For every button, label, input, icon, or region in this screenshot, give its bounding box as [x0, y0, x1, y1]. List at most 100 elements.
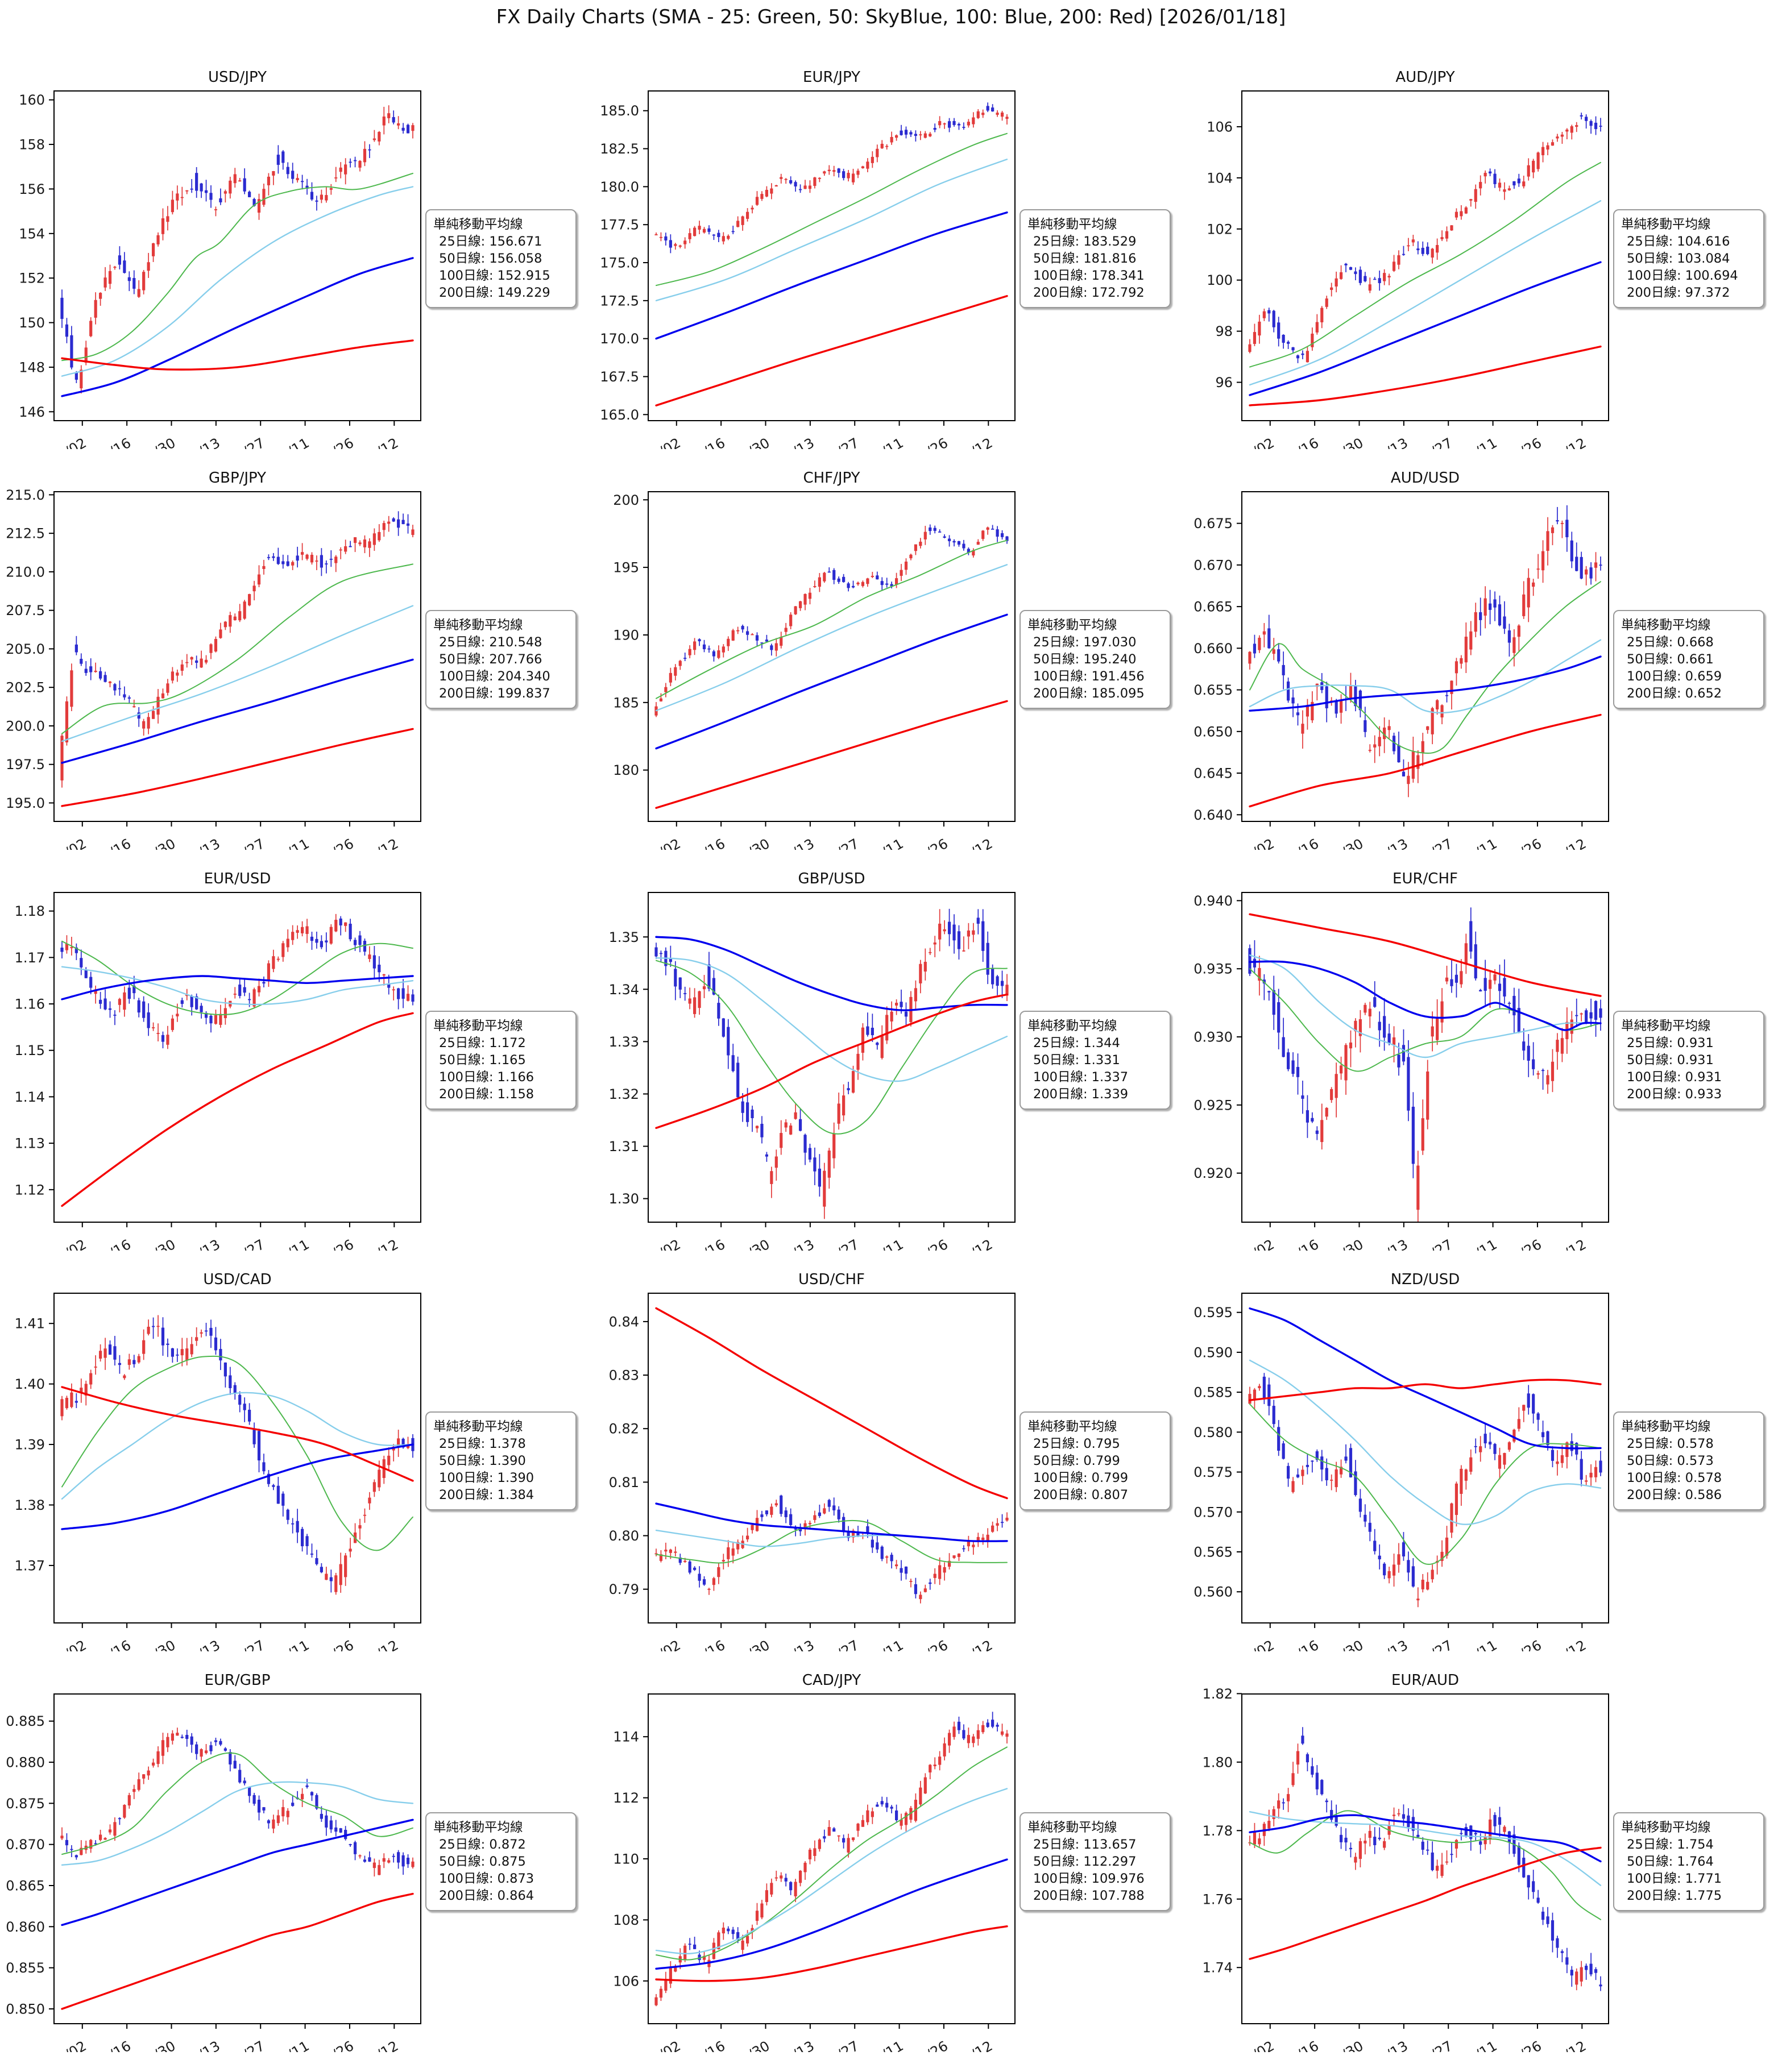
x-tick-label: 11/13: [181, 1637, 223, 1651]
chart-title: AUD/JPY: [1395, 69, 1454, 86]
x-tick-label: 10/16: [1279, 836, 1321, 850]
y-tick-label: 202.5: [6, 680, 45, 696]
x-tick-label: 11/13: [1369, 1637, 1411, 1651]
sma25-line: [1249, 161, 1601, 368]
y-tick-label: 0.865: [6, 1878, 45, 1894]
y-tick-label: 146: [19, 404, 45, 420]
x-tick-label: 10/16: [686, 1637, 728, 1651]
x-tick-label: 01/12: [1547, 1236, 1589, 1251]
legend-title: 単純移動平均線: [1621, 217, 1711, 232]
x-tick-label: 12/11: [864, 1637, 906, 1651]
y-tick-label: 0.675: [1193, 516, 1233, 532]
x-tick-label: 10/30: [731, 836, 773, 850]
legend-value-100: 100日線: 0.578: [1627, 1471, 1722, 1485]
legend-value-100: 100日線: 204.340: [439, 669, 550, 684]
candles: [654, 524, 1009, 717]
sma200-line: [61, 1892, 414, 2010]
chart-title: EUR/GBP: [205, 1672, 271, 1689]
y-tick-label: 175.0: [600, 255, 639, 271]
y-tick-label: 0.925: [1193, 1097, 1233, 1113]
y-tick-label: 100: [1207, 272, 1233, 288]
legend-value-25: 25日線: 113.657: [1033, 1837, 1137, 1852]
chart-cell-usd-chf: USD/CHF 0.79 0.80 0.81 0.82 0.83 0.84 10/0210/1…: [594, 1251, 1188, 1671]
y-tick-label: 0.935: [1193, 961, 1233, 977]
x-tick-label: 12/11: [270, 2038, 312, 2052]
x-tick-label: 10/02: [47, 435, 89, 449]
sma200-line: [655, 993, 1008, 1129]
x-tick-label: 11/27: [819, 435, 861, 449]
axes-frame: [648, 1693, 1016, 2024]
y-tick-label: 1.82: [1203, 1686, 1233, 1702]
sma25-line: [656, 539, 1008, 699]
sma200-line: [655, 295, 1008, 406]
y-tick-label: 215.0: [6, 487, 45, 503]
y-axis-ticks: 0.79 0.80 0.81 0.82 0.83 0.84: [609, 1314, 648, 1597]
legend-title: 単純移動平均線: [433, 217, 523, 232]
x-tick-label: 10/30: [731, 1236, 773, 1251]
y-tick-label: 0.655: [1193, 682, 1233, 698]
candles: [60, 913, 415, 1049]
x-tick-label: 10/16: [92, 2038, 134, 2052]
x-tick-label: 10/16: [686, 435, 728, 449]
legend-value-200: 200日線: 185.095: [1033, 686, 1145, 701]
sma50-line: [1249, 1359, 1602, 1525]
y-tick-label: 0.595: [1193, 1305, 1233, 1321]
x-tick-label: 11/13: [775, 435, 817, 449]
y-tick-label: 180: [613, 762, 639, 778]
y-tick-label: 0.79: [609, 1581, 639, 1597]
y-tick-label: 148: [19, 359, 45, 375]
x-tick-label: 01/12: [359, 435, 401, 449]
x-tick-label: 11/13: [181, 2038, 223, 2052]
x-tick-label: 12/26: [909, 435, 951, 449]
candles: [60, 105, 415, 394]
legend-value-100: 100日線: 100.694: [1627, 268, 1738, 283]
y-axis-ticks: 0.850 0.855 0.860 0.865 0.870 0.875 0.880 0.885: [6, 1713, 54, 2017]
candles: [1248, 113, 1602, 363]
x-tick-label: 12/11: [270, 1236, 312, 1251]
legend-value-50: 50日線: 1.165: [439, 1053, 526, 1068]
legend-value-50: 50日線: 0.573: [1627, 1454, 1714, 1468]
x-tick-label: 11/13: [1369, 1236, 1411, 1251]
x-tick-label: 11/13: [775, 836, 817, 850]
x-tick-label: 11/27: [819, 2038, 861, 2052]
y-axis-ticks: 106 108 110 112 114: [613, 1729, 648, 1989]
legend-value-200: 200日線: 172.792: [1033, 285, 1145, 300]
x-tick-label: 11/13: [181, 836, 223, 850]
sma25-line: [656, 1519, 1008, 1564]
legend-value-50: 50日線: 103.084: [1627, 251, 1730, 266]
legend-value-50: 50日線: 181.816: [1033, 251, 1137, 266]
legend-value-200: 200日線: 107.788: [1033, 1888, 1145, 1903]
sma-legend: 単純移動平均線 25日線: 197.030 50日線: 195.240 100日線: …: [1020, 610, 1171, 709]
legend-value-200: 200日線: 0.933: [1627, 1087, 1722, 1102]
x-tick-label: 12/11: [864, 435, 906, 449]
sma200-line: [1249, 1846, 1602, 1960]
legend-title: 単純移動平均線: [1027, 1019, 1117, 1033]
legend-value-50: 50日線: 1.390: [439, 1454, 526, 1468]
sma100-line: [655, 211, 1008, 340]
chart-title: EUR/AUD: [1391, 1672, 1459, 1689]
legend-value-100: 100日線: 0.931: [1627, 1070, 1722, 1085]
legend-value-100: 100日線: 109.976: [1033, 1871, 1145, 1886]
legend-value-200: 200日線: 0.864: [439, 1888, 534, 1903]
y-tick-label: 185.0: [600, 103, 639, 119]
y-tick-label: 98: [1215, 323, 1233, 339]
x-tick-label: 10/16: [92, 435, 134, 449]
chart-title: USD/JPY: [208, 69, 267, 86]
axes-frame: [53, 491, 421, 822]
candles: [654, 102, 1009, 254]
y-tick-label: 150: [19, 315, 45, 331]
legend-title: 単純移動平均線: [1027, 217, 1117, 232]
y-tick-label: 182.5: [600, 141, 639, 157]
y-tick-label: 0.660: [1193, 641, 1233, 657]
x-tick-label: 11/13: [1369, 2038, 1411, 2052]
sma100-line: [655, 613, 1008, 750]
y-tick-label: 112: [613, 1790, 639, 1806]
legend-value-100: 100日線: 152.915: [439, 268, 550, 283]
sma25-line: [61, 1355, 413, 1551]
candles: [1248, 505, 1602, 798]
x-tick-label: 12/26: [909, 1637, 951, 1651]
sma200-line: [61, 728, 414, 807]
x-tick-label: 12/11: [270, 1637, 312, 1651]
